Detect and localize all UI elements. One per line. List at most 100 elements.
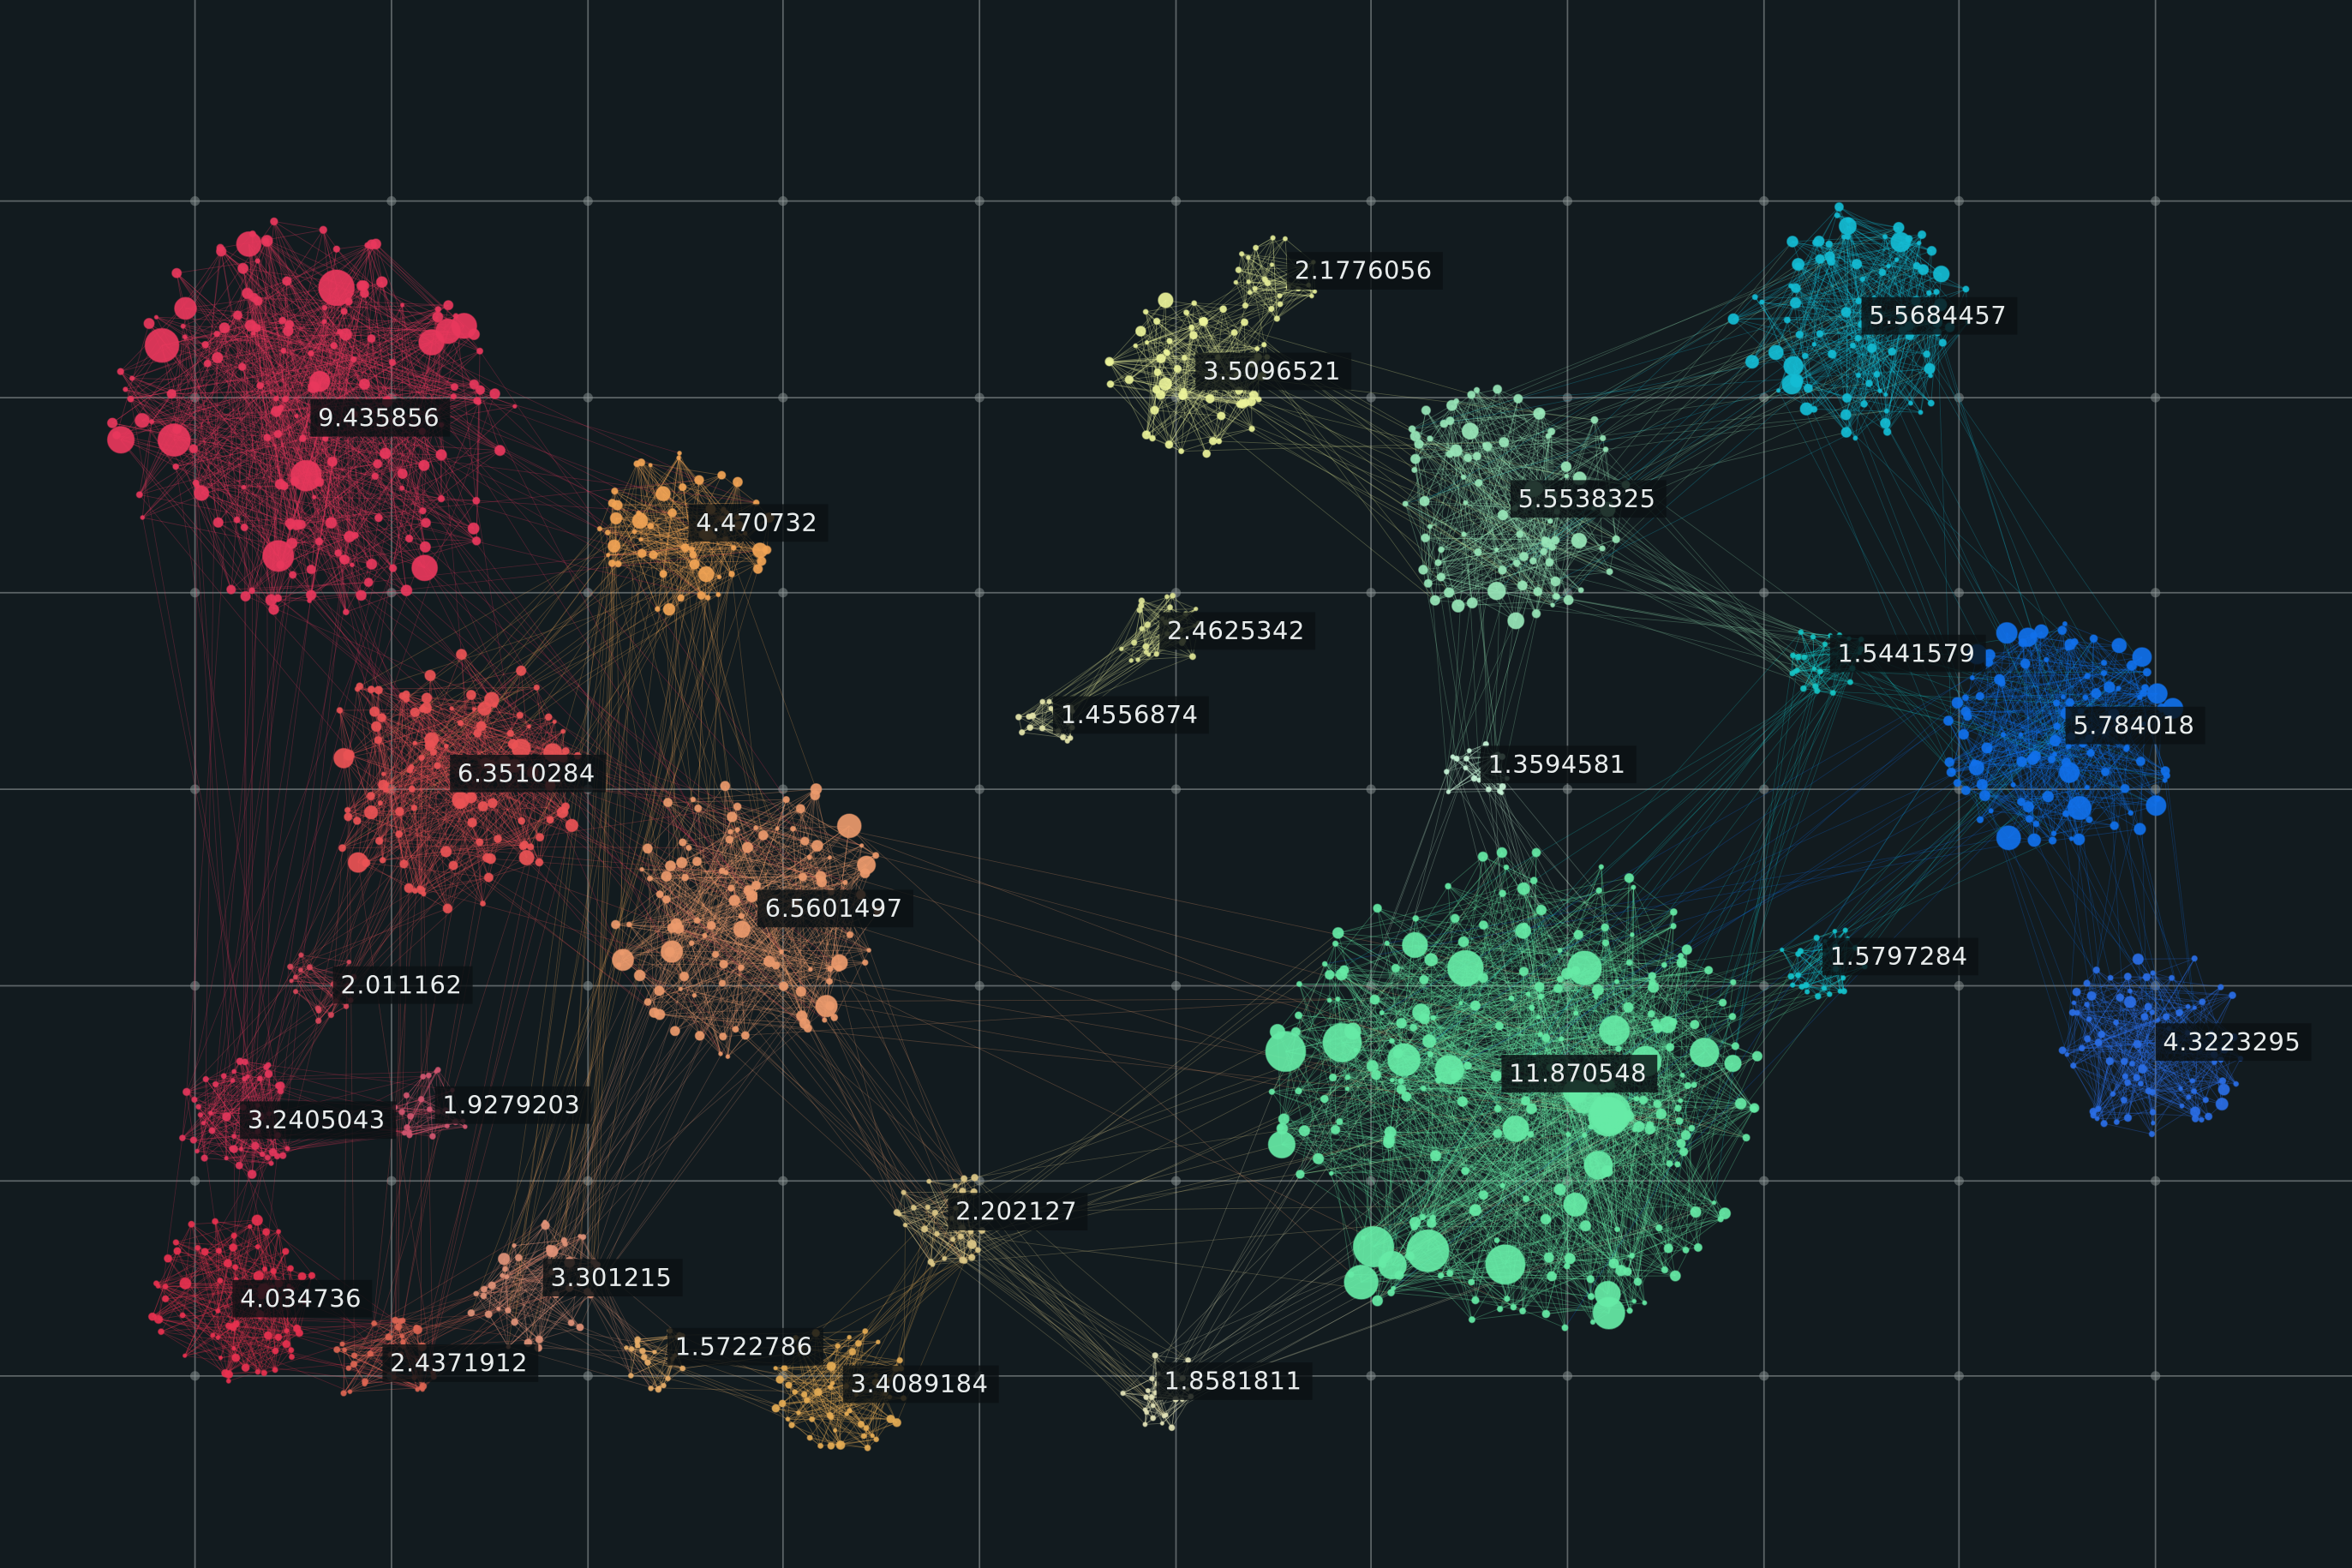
grid-intersection-dot [1759,392,1769,403]
edge [659,1005,830,1015]
edge [452,708,530,727]
edge [288,320,325,332]
edge [291,522,427,544]
edge [319,482,407,591]
edge [130,333,475,400]
grid-intersection-dot [1170,1176,1182,1186]
edge [735,929,743,1030]
edge [139,422,153,495]
edge [289,324,379,464]
edge [408,765,439,889]
edge [640,539,709,598]
edge [461,654,521,716]
edge [414,711,486,763]
edge [251,582,369,591]
edge [682,841,746,1036]
edge [641,462,711,510]
edge [142,281,383,518]
edge [460,722,554,753]
grid-intersection-dot [1366,1176,1376,1186]
edge [422,431,442,500]
edge [344,522,427,560]
edge [193,332,340,450]
edge [423,752,434,895]
edge [751,825,850,897]
edge [618,452,680,565]
edge [421,857,488,891]
grid-intersection-dot [189,196,200,206]
edge [156,316,242,368]
edge [142,342,432,518]
edge [723,934,851,965]
edge [275,398,302,525]
edge [460,799,524,847]
edge [125,389,474,530]
edge [253,332,477,542]
edge [339,709,372,813]
edge [220,251,278,599]
edge [111,325,251,424]
edge [697,807,832,893]
edge [398,745,431,812]
edge [151,380,320,422]
edge [242,367,285,487]
edge [151,393,172,422]
edge [666,831,731,877]
edge [431,342,495,394]
grid-intersection-dot [1759,784,1769,794]
edge [283,350,426,548]
edge [185,308,278,434]
edge [418,803,461,889]
edge [368,498,442,583]
edge [242,366,297,416]
edge [301,955,350,963]
edge [667,802,683,863]
edge [710,925,809,1029]
edge [256,327,478,402]
edge [310,522,332,570]
edge [195,482,362,596]
edge [184,336,278,434]
edge [125,389,425,466]
grid-intersection-dot [974,980,984,991]
edge [366,862,410,889]
edge [401,488,423,512]
edge [280,243,377,409]
edge [237,314,260,386]
grid-intersection-dot [778,392,788,403]
edge [667,799,787,803]
edge [296,301,350,416]
edge [671,951,728,1057]
edge [371,243,464,326]
edge [200,1115,206,1158]
edge [322,230,365,286]
edge [200,1080,234,1116]
edge [193,448,285,487]
edge [286,280,404,475]
edge [706,534,719,595]
edge [344,362,393,560]
edge [176,272,403,475]
edge [693,829,739,996]
edge [618,845,862,966]
edge [411,721,555,768]
edge [300,524,347,613]
edge [212,1130,263,1155]
edge [233,1148,253,1175]
edge [676,881,823,925]
grid-intersection-dot [2151,1176,2161,1186]
grid-intersection-dot [974,784,984,794]
edge [730,799,787,833]
edge [666,808,801,877]
edge [256,327,393,363]
edge [266,437,393,569]
edge [342,844,525,849]
edge [418,745,447,889]
edge [399,803,461,812]
edge [649,876,821,879]
edge [302,438,353,566]
grid-intersection-dot [1170,980,1182,991]
edge [378,739,410,771]
edge [151,327,225,422]
grid-intersection-dot [583,1371,593,1381]
